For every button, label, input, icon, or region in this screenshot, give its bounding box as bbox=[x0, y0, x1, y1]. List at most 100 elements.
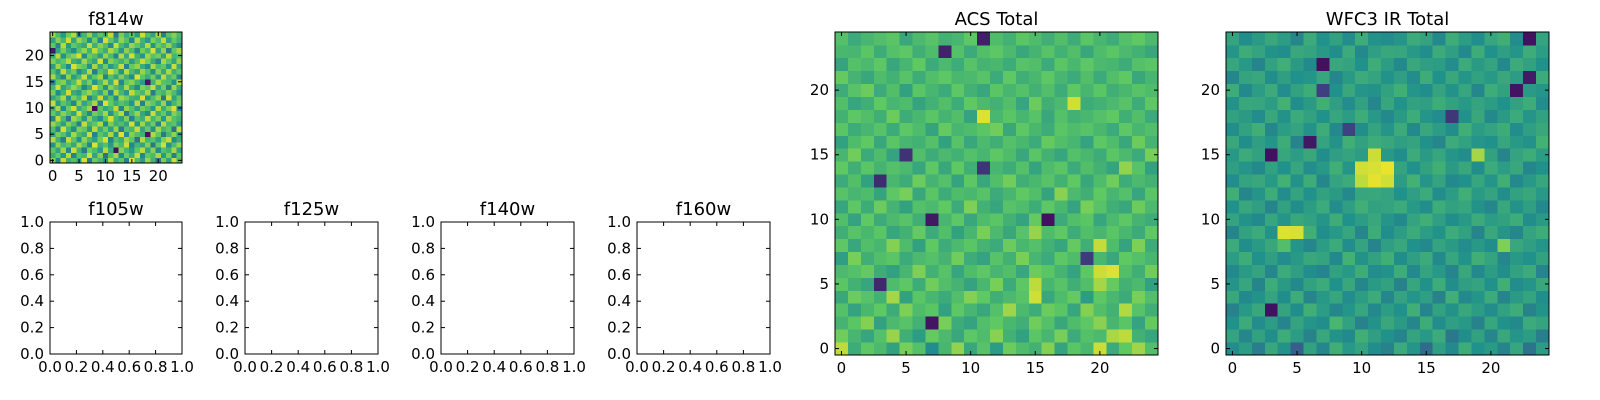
heatmap-cell bbox=[1471, 251, 1485, 265]
heatmap-cell bbox=[1523, 70, 1537, 85]
heatmap-cell bbox=[150, 47, 156, 54]
heatmap-cell bbox=[71, 63, 77, 70]
heatmap-cell bbox=[1458, 135, 1472, 149]
heatmap-cell bbox=[835, 329, 849, 343]
heatmap-cell bbox=[1329, 57, 1343, 72]
heatmap-cell bbox=[160, 89, 167, 96]
heatmap-cell bbox=[134, 136, 141, 143]
heatmap-cell bbox=[102, 152, 109, 159]
heatmap-cell bbox=[1393, 122, 1408, 136]
heatmap-cell bbox=[1028, 251, 1043, 265]
heatmap-cell bbox=[155, 142, 162, 148]
heatmap-cell bbox=[1067, 83, 1081, 97]
heatmap-cell bbox=[1119, 225, 1133, 240]
heatmap-cell bbox=[1002, 264, 1017, 278]
heatmap-cell bbox=[123, 147, 130, 153]
heatmap-cell bbox=[1303, 264, 1317, 278]
heatmap-cell bbox=[1080, 44, 1094, 59]
heatmap-cell bbox=[1080, 96, 1094, 110]
heatmap-cell bbox=[1132, 342, 1146, 356]
heatmap-cell bbox=[1132, 277, 1146, 291]
heatmap-cell bbox=[1277, 32, 1291, 46]
heatmap-cell bbox=[1536, 303, 1550, 317]
heatmap-cell bbox=[964, 174, 978, 188]
heatmap-cell bbox=[1419, 264, 1434, 278]
heatmap-cell bbox=[1316, 187, 1330, 201]
heatmap-cell bbox=[1419, 303, 1434, 317]
heatmap-cell bbox=[1106, 109, 1120, 123]
heatmap-cell bbox=[1458, 303, 1472, 317]
x-tick-label: 0.2 bbox=[456, 358, 480, 376]
heatmap-cell bbox=[1432, 32, 1447, 46]
heatmap-cell bbox=[1251, 290, 1266, 304]
heatmap-cell bbox=[1238, 135, 1253, 149]
heatmap-cell bbox=[1381, 199, 1395, 214]
heatmap-cell bbox=[1002, 83, 1017, 97]
heatmap-cell bbox=[1316, 316, 1330, 330]
heatmap-cell bbox=[1041, 57, 1056, 72]
heatmap-cell bbox=[160, 121, 167, 127]
heatmap-cell bbox=[1303, 316, 1317, 330]
heatmap-cell bbox=[134, 89, 141, 96]
heatmap-cell bbox=[886, 238, 900, 253]
heatmap-cell bbox=[55, 73, 61, 80]
heatmap-cell bbox=[860, 342, 875, 356]
y-tick-label: 0 bbox=[1210, 340, 1220, 358]
heatmap-cell bbox=[1002, 44, 1017, 59]
heatmap-cell bbox=[912, 109, 926, 123]
heatmap-cell bbox=[1303, 44, 1317, 59]
heatmap-cell bbox=[899, 148, 913, 162]
heatmap-cell bbox=[65, 63, 72, 70]
heatmap-cell bbox=[899, 199, 913, 214]
heatmap-cell bbox=[1132, 238, 1146, 253]
heatmap-cell bbox=[1303, 199, 1317, 214]
y-tick-label: 0.8 bbox=[607, 239, 631, 257]
heatmap-cell bbox=[1093, 70, 1107, 85]
heatmap-cell bbox=[1106, 32, 1120, 46]
heatmap-cell bbox=[1093, 212, 1107, 227]
heatmap-cell bbox=[886, 212, 900, 227]
heatmap-cell bbox=[97, 52, 104, 59]
heatmap-cell bbox=[1381, 44, 1395, 59]
f814w-heatmap-cells bbox=[50, 32, 183, 164]
heatmap-cell bbox=[1510, 342, 1524, 356]
heatmap-cell bbox=[129, 84, 135, 91]
heatmap-cell bbox=[1497, 109, 1511, 123]
heatmap-cell bbox=[113, 58, 120, 64]
heatmap-cell bbox=[1523, 161, 1537, 175]
heatmap-cell bbox=[1002, 212, 1017, 227]
heatmap-cell bbox=[1303, 277, 1317, 291]
heatmap-cell bbox=[1510, 57, 1524, 72]
heatmap-cell bbox=[55, 79, 61, 85]
heatmap-cell bbox=[92, 126, 98, 132]
heatmap-cell bbox=[1536, 264, 1550, 278]
heatmap-cell bbox=[1342, 251, 1356, 265]
heatmap-cell bbox=[1041, 174, 1056, 188]
heatmap-cell bbox=[1290, 70, 1304, 85]
heatmap-cell bbox=[1251, 342, 1266, 356]
y-tick-label: 0.8 bbox=[411, 239, 435, 257]
heatmap-cell bbox=[1080, 303, 1094, 317]
heatmap-cell bbox=[171, 84, 178, 91]
heatmap-cell bbox=[1523, 212, 1537, 227]
heatmap-cell bbox=[118, 121, 125, 127]
heatmap-cell bbox=[1002, 174, 1017, 188]
heatmap-cell bbox=[97, 89, 104, 96]
heatmap-cell bbox=[97, 105, 104, 111]
heatmap-cell bbox=[139, 136, 146, 143]
heatmap-cell bbox=[1497, 135, 1511, 149]
heatmap-cell bbox=[1458, 161, 1472, 175]
y-tick-label: 0.6 bbox=[607, 266, 631, 284]
heatmap-cell bbox=[1432, 199, 1447, 214]
heatmap-cell bbox=[1251, 174, 1266, 188]
f160w-axes-frame bbox=[636, 221, 771, 355]
heatmap-cell bbox=[1093, 225, 1107, 240]
heatmap-cell bbox=[1106, 148, 1120, 162]
heatmap-cell bbox=[1106, 342, 1120, 356]
heatmap-cell bbox=[1226, 187, 1240, 201]
heatmap-cell bbox=[1238, 212, 1253, 227]
heatmap-cell bbox=[1119, 251, 1133, 265]
heatmap-cell bbox=[1316, 109, 1330, 123]
heatmap-cell bbox=[50, 121, 56, 127]
heatmap-cell bbox=[55, 84, 61, 91]
